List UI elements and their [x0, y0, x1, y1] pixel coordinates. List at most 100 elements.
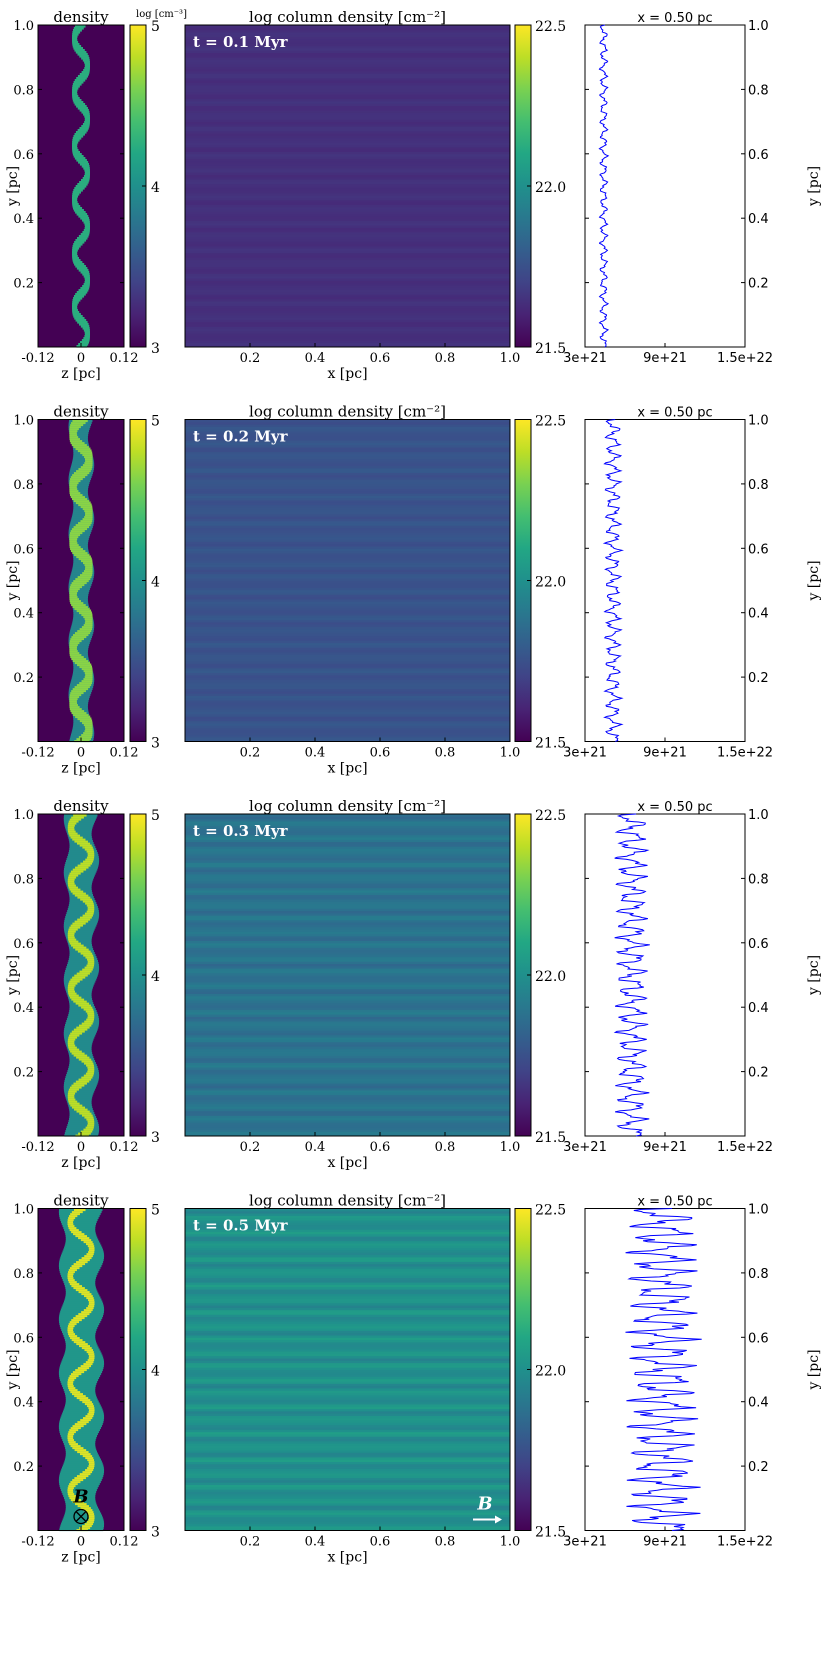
density-envelope-strip [59, 1430, 99, 1434]
density-filament-strip [71, 199, 78, 202]
density-filament-strip [72, 419, 88, 423]
column-density-stripe [185, 1034, 510, 1038]
column-density-stripe [185, 1240, 510, 1244]
column-density-stripe [185, 268, 510, 272]
density-filament-strip [79, 1452, 91, 1456]
density-envelope-strip [72, 675, 94, 679]
density-filament-strip [67, 1326, 74, 1330]
density-filament-strip [85, 619, 93, 623]
density-filament-strip [73, 243, 83, 246]
column-density-stripe [185, 248, 510, 251]
column-density-stripe [185, 149, 510, 152]
column-density-stripe [185, 1124, 510, 1128]
density-ztick-label: -0.12 [21, 1535, 54, 1550]
column-density-stripe [185, 36, 510, 40]
column-density-stripe [185, 123, 510, 127]
column-density-stripe [185, 832, 510, 836]
column-density-stripe [185, 261, 510, 265]
density-filament-strip [69, 531, 83, 535]
density-cbar-label: 5 [151, 808, 160, 824]
density-filament-strip [70, 836, 83, 839]
column-density-stripe [185, 1433, 510, 1437]
density-filament-strip [69, 926, 81, 929]
column-density-stripe [185, 238, 510, 242]
density-filament-strip [81, 111, 90, 114]
column-density-stripe [185, 1238, 510, 1242]
column-density-stripe [185, 465, 510, 469]
density-filament-strip [87, 962, 95, 965]
column-density-stripe [185, 1106, 510, 1109]
density-filament-strip [67, 1492, 75, 1496]
column-density-stripe [185, 1454, 510, 1458]
density-filament-strip [69, 543, 79, 547]
column-density-stripe [185, 1346, 510, 1350]
density-filament-strip [72, 892, 86, 895]
density-filament-strip [88, 1298, 95, 1302]
column-density-stripe [185, 569, 510, 572]
density-title: density [53, 797, 109, 815]
density-filament-strip [82, 517, 93, 521]
density-filament-strip [70, 1480, 81, 1484]
density-filament-strip [69, 593, 77, 597]
density-filament-strip [85, 902, 94, 905]
column-density-stripe [185, 326, 510, 330]
column-density-stripe [185, 915, 510, 918]
column-density-stripe [185, 153, 510, 157]
column-density-stripe [185, 449, 510, 453]
density-filament-strip [72, 191, 81, 194]
profile-frame [584, 813, 746, 1137]
density-filament-strip [67, 1042, 75, 1045]
density-filament-strip [77, 629, 92, 633]
density-filament-strip [84, 173, 90, 176]
density-filament-strip [72, 95, 79, 98]
density-filament-strip [69, 942, 81, 945]
column-density-stripe [185, 1298, 510, 1301]
density-filament-strip [88, 1462, 95, 1466]
density-filament-strip [69, 541, 78, 545]
density-envelope-strip [72, 673, 94, 677]
density-envelope-strip [60, 1486, 98, 1490]
time-label: t = 0.1 Myr [193, 33, 289, 51]
column-density-stripe [185, 192, 510, 196]
density-filament-strip [76, 1056, 90, 1059]
density-filament-strip [87, 854, 95, 857]
density-filament-strip [77, 237, 88, 240]
density-ytick-label: 0.2 [13, 277, 34, 292]
density-filament-strip [88, 1248, 95, 1252]
density-envelope-strip [59, 1324, 99, 1328]
column-density-stripe [185, 965, 510, 969]
density-filament-strip [78, 503, 92, 507]
density-filament-strip [77, 1450, 89, 1454]
column-density-stripe [185, 931, 510, 935]
column-density-stripe [185, 1099, 510, 1102]
density-filament-strip [84, 729, 93, 733]
column-density-stripe [185, 1215, 510, 1219]
column-density-stripe [185, 344, 510, 348]
density-envelope-strip [69, 848, 97, 851]
column-density-map [184, 813, 511, 1137]
density-filament-strip [77, 1366, 90, 1370]
density-ztick-label: 0 [77, 351, 85, 366]
density-filament-strip [72, 43, 80, 46]
density-filament-strip [76, 1026, 90, 1029]
density-filament-strip [78, 235, 89, 238]
column-density-stripe [185, 631, 510, 634]
density-filament-strip [72, 33, 79, 36]
density-envelope-strip [62, 1330, 96, 1334]
density-filament-strip [68, 1090, 77, 1093]
density-filament-strip [85, 1468, 94, 1472]
column-density-stripe [185, 1073, 510, 1077]
density-envelope-strip [64, 1094, 93, 1097]
density-envelope-strip [68, 906, 98, 909]
density-filament-strip [72, 85, 80, 88]
density-envelope-strip [59, 1214, 100, 1218]
column-density-stripe [185, 1486, 510, 1490]
column-density-stripe [185, 1284, 510, 1288]
column-density-stripe [185, 1337, 510, 1341]
column-density-stripe [185, 38, 510, 42]
density-ztick-label: -0.12 [21, 1140, 54, 1155]
column-density-stripe [185, 470, 510, 473]
column-density-stripe [185, 271, 510, 274]
density-filament-strip [68, 1322, 77, 1326]
density-envelope-strip [60, 1220, 97, 1224]
